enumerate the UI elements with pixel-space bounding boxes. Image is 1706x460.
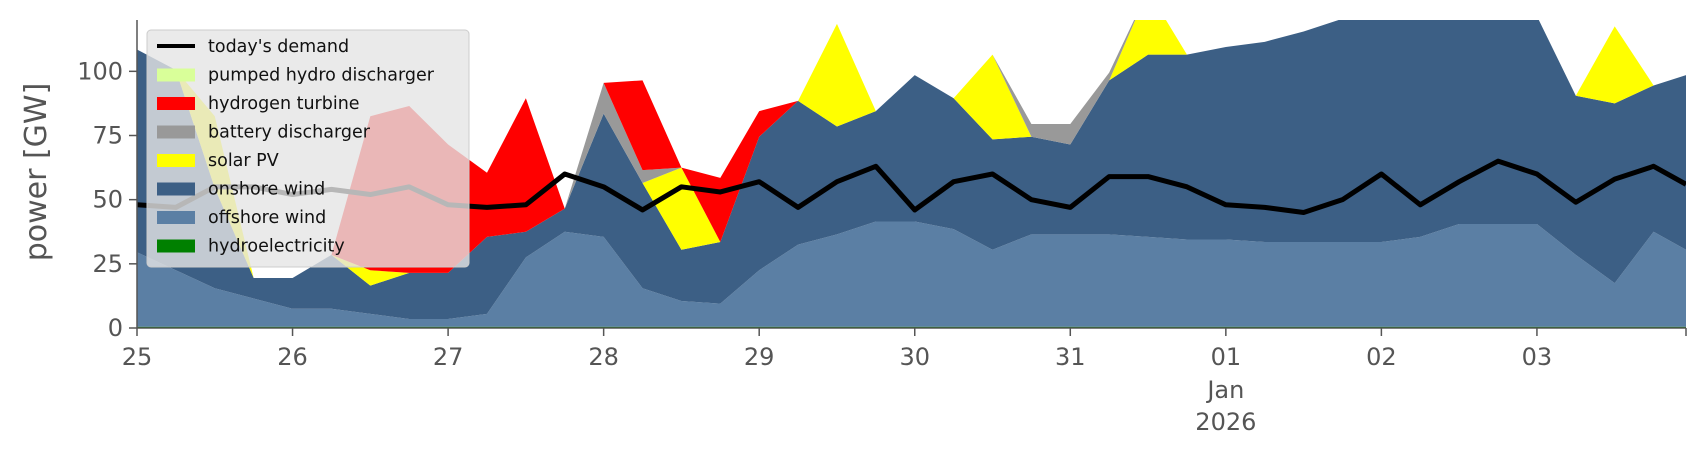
legend-swatch-hydroelectricity [157, 239, 195, 253]
legend-swatch-pumped-hydro-discharger [157, 68, 195, 82]
x-tick-label: 31 [1055, 343, 1086, 371]
y-tick-label: 75 [92, 122, 123, 150]
legend-label-hydroelectricity: hydroelectricity [208, 237, 345, 257]
x-tick-label: 25 [122, 343, 153, 371]
legend-label-hydrogen-turbine: hydrogen turbine [208, 94, 360, 114]
legend-swatch-hydrogen-turbine [157, 97, 195, 110]
y-axis-title: power [GW] [19, 83, 54, 262]
legend-label-offshore-wind: offshore wind [208, 208, 326, 228]
x-tick-label: 26 [277, 343, 308, 371]
x-tick-label: 28 [588, 343, 619, 371]
y-tick-label: 0 [108, 314, 123, 342]
legend: today's demand pumped hydro discharger hyd… [146, 29, 470, 268]
area-onshore-wind [137, 20, 1686, 320]
legend-swatch-onshore-wind [157, 182, 195, 196]
legend-label-solar-pv: solar PV [208, 151, 279, 171]
y-tick-label: 100 [77, 57, 123, 85]
legend-label-pumped-hydro-discharger: pumped hydro discharger [208, 66, 435, 86]
y-tick-label: 50 [92, 186, 123, 214]
x-tick-sublabel: 2026 [1195, 408, 1256, 436]
x-tick-label: 29 [744, 343, 775, 371]
x-tick-label: 03 [1522, 343, 1553, 371]
legend-swatch-offshore-wind [157, 211, 195, 224]
legend-swatch-solar-pv [157, 154, 195, 167]
area-offshore-wind [137, 221, 1686, 327]
x-tick-label: 30 [899, 343, 930, 371]
area-hydrogen-turbine [137, 20, 1686, 278]
x-tick-label: 02 [1366, 343, 1397, 371]
x-tick-sublabel: Jan [1205, 376, 1244, 404]
legend-label-onshore-wind: onshore wind [208, 180, 325, 200]
legend-label-today-s-demand: today's demand [208, 37, 349, 57]
y-tick-label: 25 [92, 250, 123, 278]
legend-label-battery-discharger: battery discharger [208, 123, 371, 143]
x-tick-label: 01 [1211, 343, 1242, 371]
legend-swatch-battery-discharger [157, 125, 195, 139]
legend-box [146, 29, 470, 268]
x-tick-label: 27 [433, 343, 464, 371]
